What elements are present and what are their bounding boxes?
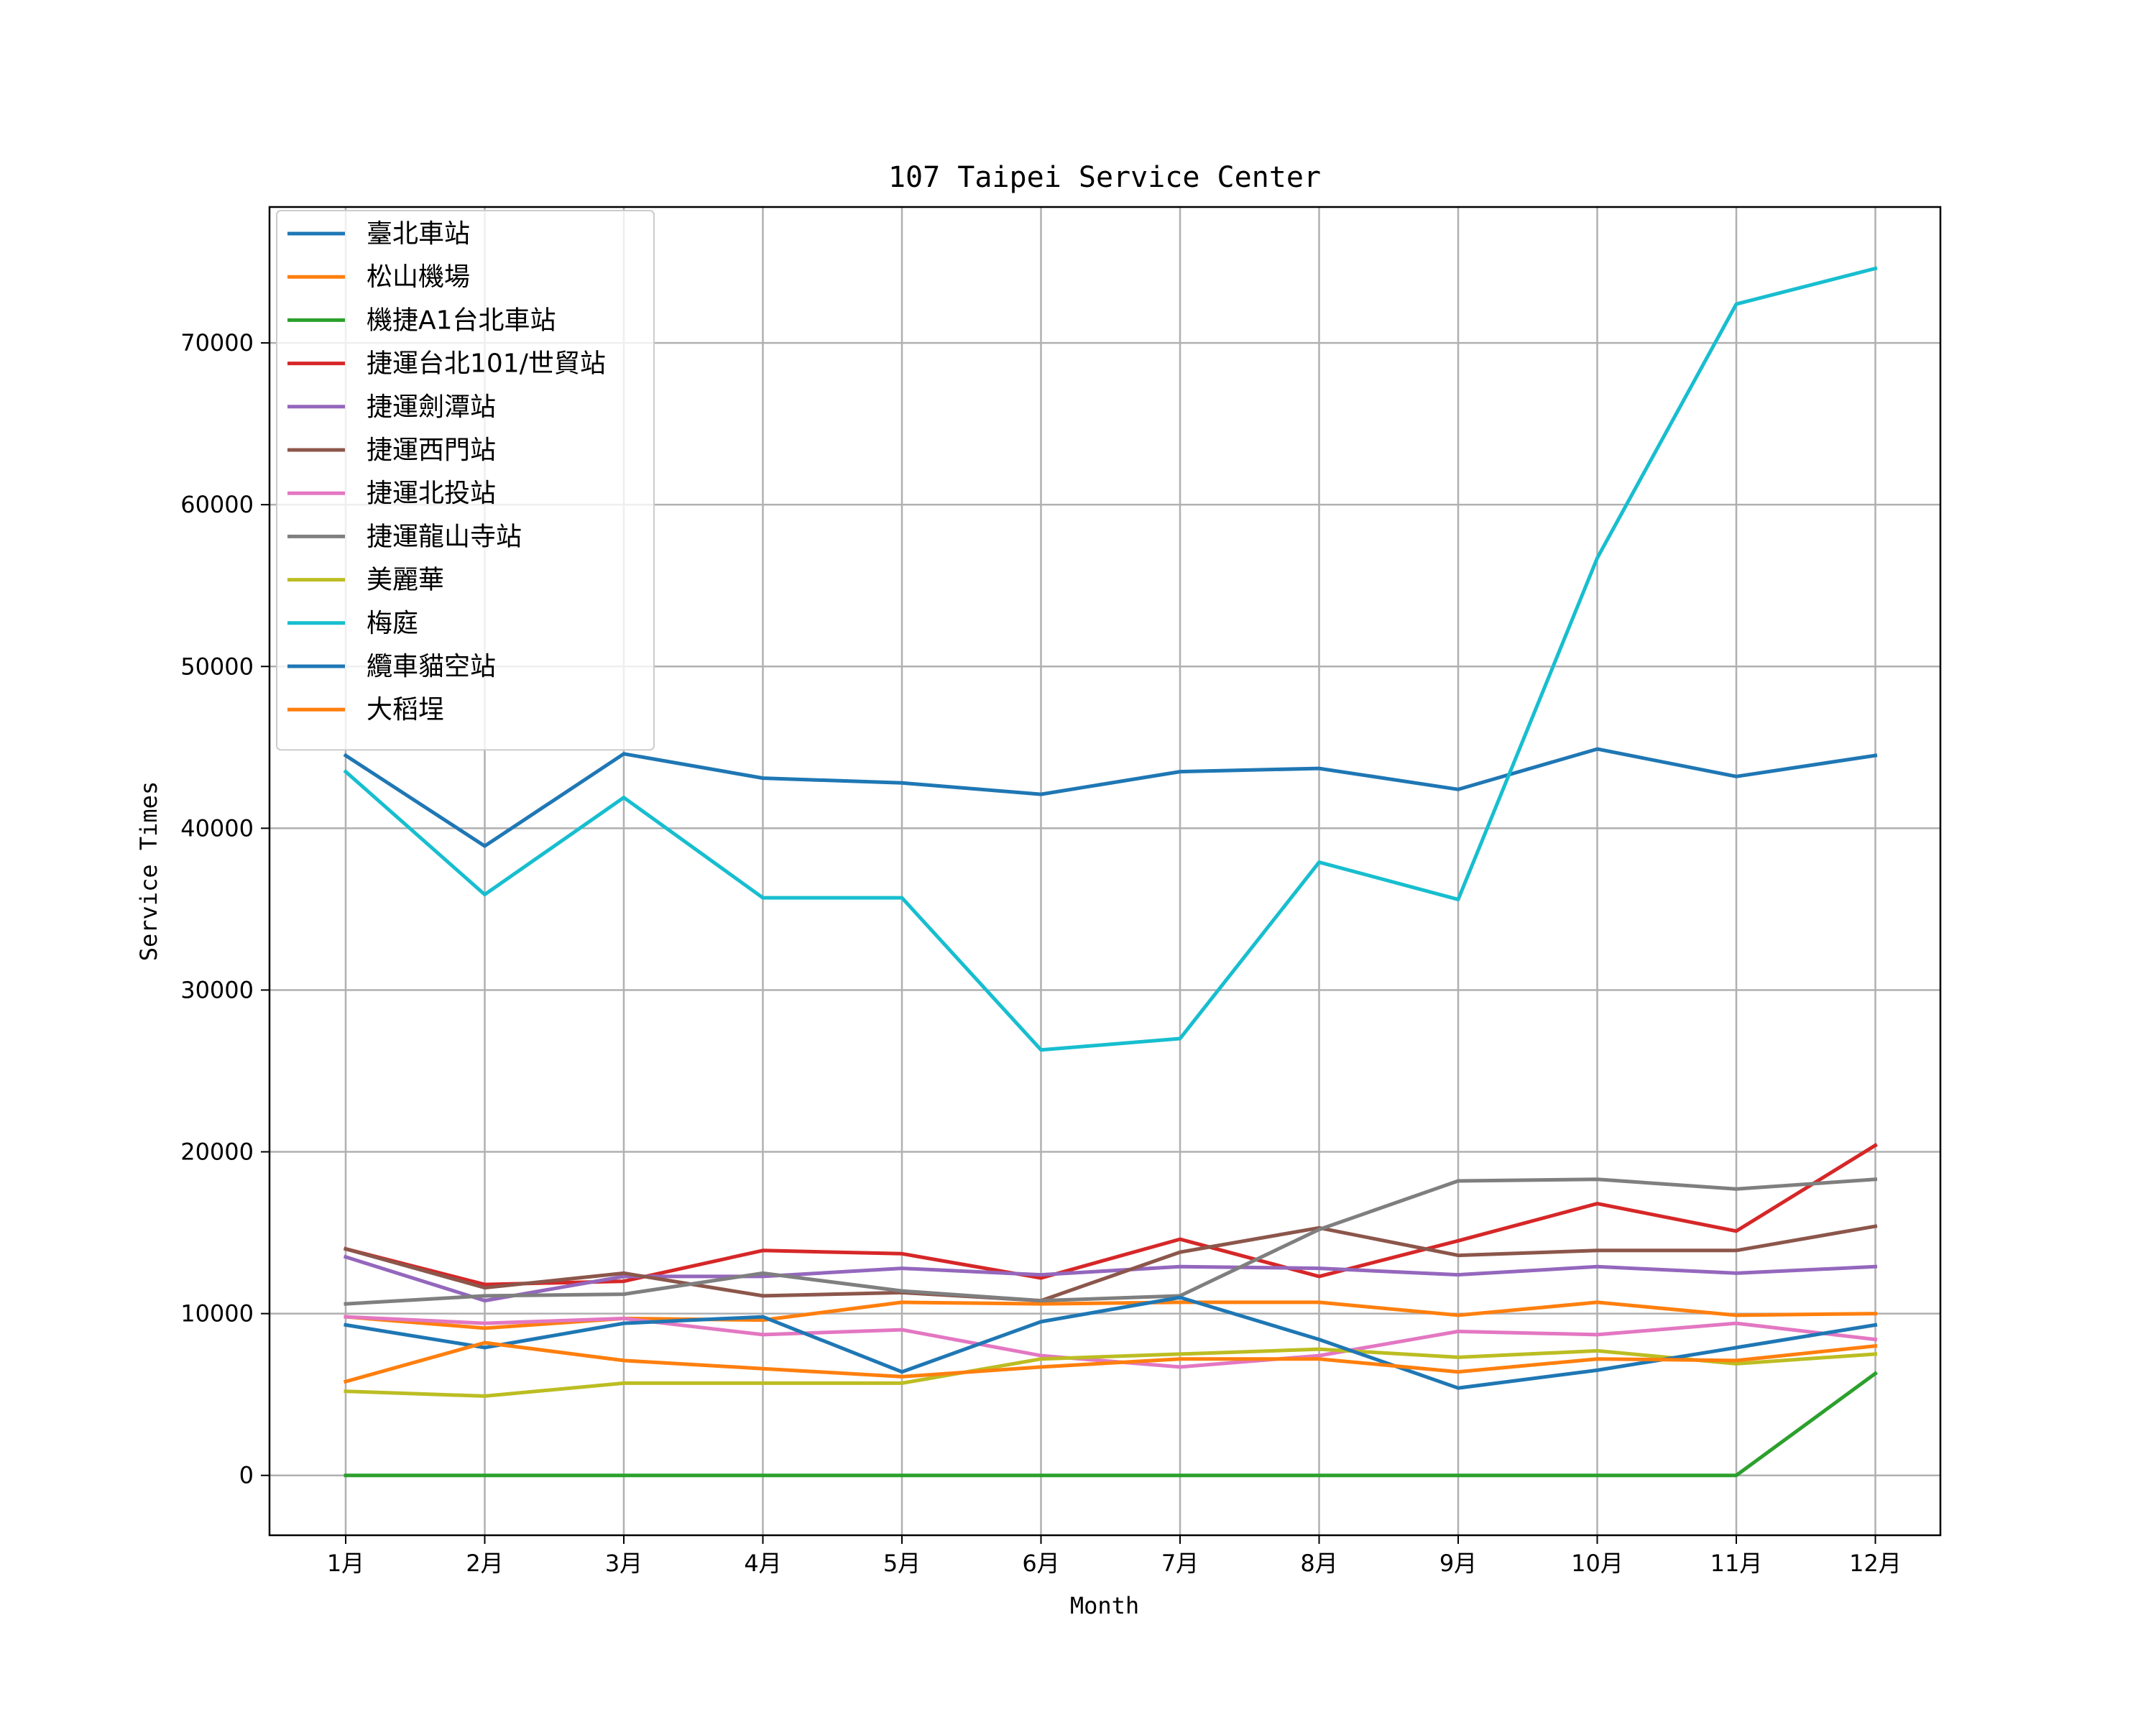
legend-label: 梅庭 <box>367 609 418 638</box>
legend-label: 捷運西門站 <box>367 436 496 465</box>
x-tick-label: 2月 <box>466 1550 503 1577</box>
y-tick-label: 20000 <box>180 1138 254 1166</box>
y-tick-label: 10000 <box>180 1300 254 1328</box>
series-line-12 <box>343 1340 1878 1384</box>
y-tick-label: 0 <box>239 1462 254 1489</box>
x-tick-label: 8月 <box>1300 1550 1337 1577</box>
series-line-9 <box>344 1347 1878 1398</box>
series-line-6 <box>343 1224 1878 1303</box>
legend-label: 大稻埕 <box>367 695 444 724</box>
series-layer <box>343 266 1878 1478</box>
y-tick-label: 60000 <box>180 491 254 518</box>
series-line-11 <box>344 1295 1878 1390</box>
series-line-3 <box>344 1371 1878 1478</box>
legend-label: 松山機場 <box>367 262 470 292</box>
x-axis-label: Month <box>1070 1592 1139 1619</box>
x-tick-label: 6月 <box>1022 1550 1059 1577</box>
grid-layer <box>270 207 1940 1535</box>
x-tick-label: 4月 <box>744 1550 781 1577</box>
series-line-10 <box>343 266 1878 1052</box>
chart-title: 107 Taipei Service Center <box>888 161 1321 194</box>
legend-box <box>276 210 655 751</box>
legend-label: 捷運台北101/世貿站 <box>367 349 606 379</box>
legend: 臺北車站松山機場機捷A1台北車站捷運台北101/世貿站捷運劍潭站捷運西門站捷運北… <box>276 210 655 751</box>
y-tick-label: 50000 <box>180 653 254 680</box>
y-axis-label: Service Times <box>135 781 162 961</box>
legend-label: 捷運北投站 <box>367 479 496 508</box>
y-tick-label: 30000 <box>180 976 254 1003</box>
legend-label: 捷運龍山寺站 <box>367 522 522 551</box>
series-line-8 <box>344 1177 1878 1306</box>
series-line-5 <box>343 1254 1878 1303</box>
y-ticks: 0 10000 20000 30000 40000 50000 60000 70000 <box>180 329 270 1489</box>
x-tick-label: 5月 <box>883 1550 921 1577</box>
x-tick-label: 7月 <box>1161 1550 1199 1577</box>
legend-label: 臺北車站 <box>367 219 470 249</box>
x-tick-label: 11月 <box>1710 1550 1763 1577</box>
x-ticks: 1月 2月 3月 4月 5月 6月 7月 8月 9月 10月 11月 12月 <box>327 1535 1902 1577</box>
legend-label: 捷運劍潭站 <box>367 392 496 422</box>
legend-label: 美麗華 <box>367 566 444 595</box>
y-tick-label: 70000 <box>180 329 254 356</box>
x-tick-label: 9月 <box>1439 1550 1477 1577</box>
x-tick-label: 1月 <box>327 1550 364 1577</box>
x-tick-label: 12月 <box>1849 1550 1902 1577</box>
x-tick-label: 10月 <box>1571 1550 1623 1577</box>
legend-label: 機捷A1台北車站 <box>367 305 556 335</box>
legend-label: 纜車貓空站 <box>367 652 496 681</box>
y-tick-label: 40000 <box>180 814 254 842</box>
series-line-1 <box>343 747 1878 848</box>
plot-frame <box>268 206 1942 1537</box>
x-tick-label: 3月 <box>605 1550 642 1577</box>
